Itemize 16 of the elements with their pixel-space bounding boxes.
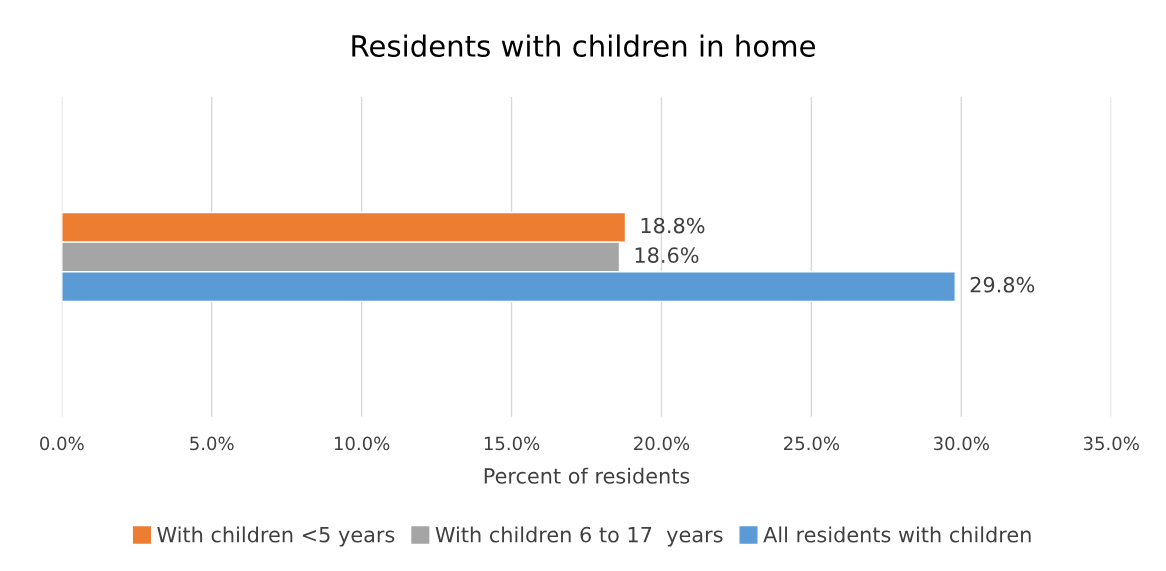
data-label: 18.6% <box>635 247 699 263</box>
x-tick-label: 35.0% <box>1083 436 1139 451</box>
x-tick-label: 30.0% <box>933 436 989 451</box>
x-tick-label: 25.0% <box>784 436 840 451</box>
data-label: 18.8% <box>641 217 705 234</box>
data-label: 29.8% <box>970 276 1035 293</box>
x-tick-label: 0.0% <box>40 436 84 451</box>
legend-label: With children <5 years <box>157 526 395 547</box>
x-tick-label: 10.0% <box>334 436 390 451</box>
x-tick-label: 20.0% <box>634 436 690 451</box>
x-tick-label: 5.0% <box>190 436 234 451</box>
legend-label: With children 6 to 17 years <box>435 526 723 547</box>
x-axis-title: Percent of residents <box>484 467 690 484</box>
legend-label: All residents with children <box>763 526 1031 543</box>
chart-title: Residents with children in home <box>352 34 815 57</box>
x-tick-label: 15.0% <box>484 436 540 451</box>
